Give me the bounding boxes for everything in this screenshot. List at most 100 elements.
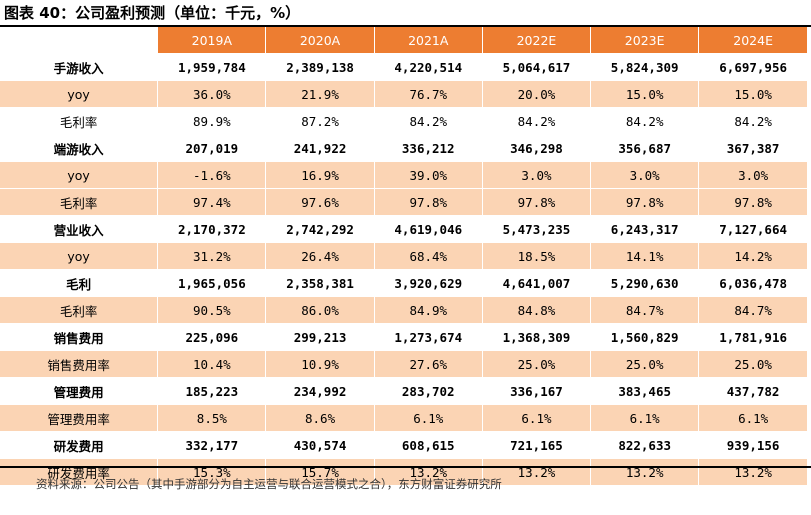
table-row: yoy 31.2% 26.4% 68.4% 18.5% 14.1% 14.2%: [0, 242, 807, 270]
row-label: 端游收入: [0, 134, 158, 162]
table-cell: 39.0%: [373, 161, 483, 189]
table-cell: 84.2%: [481, 107, 591, 135]
table-cell: 20.0%: [481, 80, 591, 108]
table-cell: 25.0%: [698, 350, 807, 378]
top-rule: [0, 25, 811, 27]
table-cell: 5,824,309: [590, 53, 699, 81]
row-label: 研发费用率: [0, 458, 158, 486]
row-label: 研发费用: [0, 431, 158, 459]
table-cell: 84.2%: [698, 107, 807, 135]
table-cell: 15.7%: [265, 458, 375, 486]
table-cell: 2,358,381: [265, 269, 375, 297]
table-cell: 25.0%: [481, 350, 591, 378]
bottom-rule: [0, 466, 811, 468]
table-cell: 84.7%: [590, 296, 699, 324]
table-cell: 36.0%: [157, 80, 266, 108]
table-cell: 225,096: [157, 323, 266, 351]
table-cell: 18.5%: [481, 242, 591, 270]
row-label: 销售费用率: [0, 350, 158, 378]
table-cell: 13.2%: [481, 458, 591, 486]
table-cell: 4,641,007: [481, 269, 591, 297]
table-cell: 430,574: [265, 431, 375, 459]
table-cell: 87.2%: [265, 107, 375, 135]
table-row: 管理费用 185,223 234,992 283,702 336,167 383,465 4…: [0, 377, 807, 405]
table-row: 研发费用 332,177 430,574 608,615 721,165 822,633 9…: [0, 431, 807, 459]
table-cell: 7,127,664: [698, 215, 807, 243]
table-cell: 1,560,829: [590, 323, 699, 351]
table-cell: 3.0%: [590, 161, 699, 189]
table-cell: 332,177: [157, 431, 266, 459]
row-label: 毛利率: [0, 188, 158, 216]
table-cell: 3.0%: [698, 161, 807, 189]
table-cell: 2,170,372: [157, 215, 266, 243]
table-cell: 10.4%: [157, 350, 266, 378]
table-row: 销售费用率 10.4% 10.9% 27.6% 25.0% 25.0% 25.0%: [0, 350, 807, 378]
table-cell: 25.0%: [590, 350, 699, 378]
table-cell: 84.9%: [373, 296, 483, 324]
table-cell: 84.8%: [481, 296, 591, 324]
table-cell: 10.9%: [265, 350, 375, 378]
table-row: 毛利 1,965,056 2,358,381 3,920,629 4,641,007 5,…: [0, 269, 807, 297]
table-row: 管理费用率 8.5% 8.6% 6.1% 6.1% 6.1% 6.1%: [0, 404, 807, 432]
table-cell: 6.1%: [481, 404, 591, 432]
table-cell: 89.9%: [157, 107, 266, 135]
table-cell: 283,702: [373, 377, 483, 405]
table-cell: 6.1%: [698, 404, 807, 432]
table-cell: 367,387: [698, 134, 807, 162]
column-header: 2019A: [157, 27, 266, 54]
table-cell: 8.6%: [265, 404, 375, 432]
table-cell: 13.2%: [698, 458, 807, 486]
table-row: 手游收入 1,959,784 2,389,138 4,220,514 5,064,617…: [0, 53, 807, 81]
table-cell: 1,959,784: [157, 53, 266, 81]
table-cell: 97.6%: [265, 188, 375, 216]
table-cell: 336,167: [481, 377, 591, 405]
table-cell: 822,633: [590, 431, 699, 459]
table-cell: 346,298: [481, 134, 591, 162]
column-header: 2023E: [590, 27, 699, 54]
row-label: 管理费用: [0, 377, 158, 405]
table-cell: 6.1%: [590, 404, 699, 432]
table-cell: 26.4%: [265, 242, 375, 270]
table-cell: 31.2%: [157, 242, 266, 270]
table-cell: 356,687: [590, 134, 699, 162]
table-cell: 4,619,046: [373, 215, 483, 243]
forecast-table: 2019A 2020A 2021A 2022E 2023E 2024E 手游收入…: [0, 27, 807, 486]
table-cell: 97.8%: [481, 188, 591, 216]
table-cell: 97.8%: [373, 188, 483, 216]
table-cell: 2,389,138: [265, 53, 375, 81]
table-cell: 1,965,056: [157, 269, 266, 297]
table-cell: 1,368,309: [481, 323, 591, 351]
table-cell: 241,922: [265, 134, 375, 162]
row-label: 营业收入: [0, 215, 158, 243]
row-label: yoy: [0, 80, 158, 108]
column-header: 2022E: [481, 27, 591, 54]
table-row: 销售费用 225,096 299,213 1,273,674 1,368,309 1,56…: [0, 323, 807, 351]
table-row: 营业收入 2,170,372 2,742,292 4,619,046 5,473,235…: [0, 215, 807, 243]
row-label: 毛利率: [0, 296, 158, 324]
table-cell: 84.2%: [590, 107, 699, 135]
table-cell: 15.3%: [157, 458, 266, 486]
table-cell: 13.2%: [373, 458, 483, 486]
table-row: yoy -1.6% 16.9% 39.0% 3.0% 3.0% 3.0%: [0, 161, 807, 189]
row-label: yoy: [0, 242, 158, 270]
table-cell: 8.5%: [157, 404, 266, 432]
table-cell: 21.9%: [265, 80, 375, 108]
table-cell: 13.2%: [590, 458, 699, 486]
table-cell: 5,290,630: [590, 269, 699, 297]
table-row: 毛利率 90.5% 86.0% 84.9% 84.8% 84.7% 84.7%: [0, 296, 807, 324]
column-header: 2020A: [265, 27, 375, 54]
table-cell: 1,781,916: [698, 323, 807, 351]
table-cell: 97.4%: [157, 188, 266, 216]
table-cell: 84.2%: [373, 107, 483, 135]
table-cell: 3.0%: [481, 161, 591, 189]
row-label: 毛利率: [0, 107, 158, 135]
table-row: 端游收入 207,019 241,922 336,212 346,298 356,687 3…: [0, 134, 807, 162]
table-cell: -1.6%: [157, 161, 266, 189]
table-cell: 299,213: [265, 323, 375, 351]
table-cell: 207,019: [157, 134, 266, 162]
table-cell: 939,156: [698, 431, 807, 459]
table-cell: 76.7%: [373, 80, 483, 108]
table-cell: 14.2%: [698, 242, 807, 270]
table-cell: 4,220,514: [373, 53, 483, 81]
column-header: 2024E: [698, 27, 807, 54]
